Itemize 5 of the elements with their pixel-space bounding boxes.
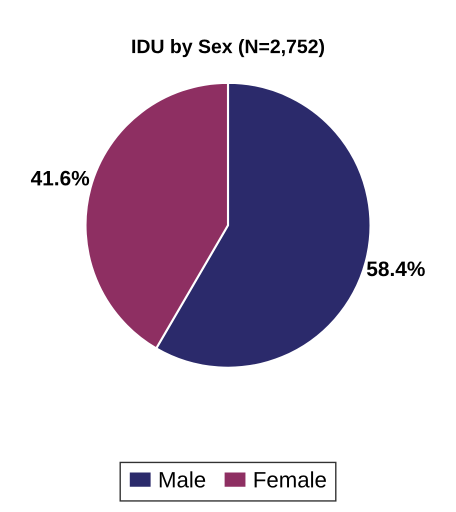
data-label: 58.4%: [366, 261, 425, 276]
data-label: 41.6%: [30, 170, 90, 186]
chart-title: IDU by Sex (N=2,752): [132, 38, 324, 58]
legend-label: Female: [254, 471, 326, 488]
legend-label: Male: [160, 471, 206, 488]
